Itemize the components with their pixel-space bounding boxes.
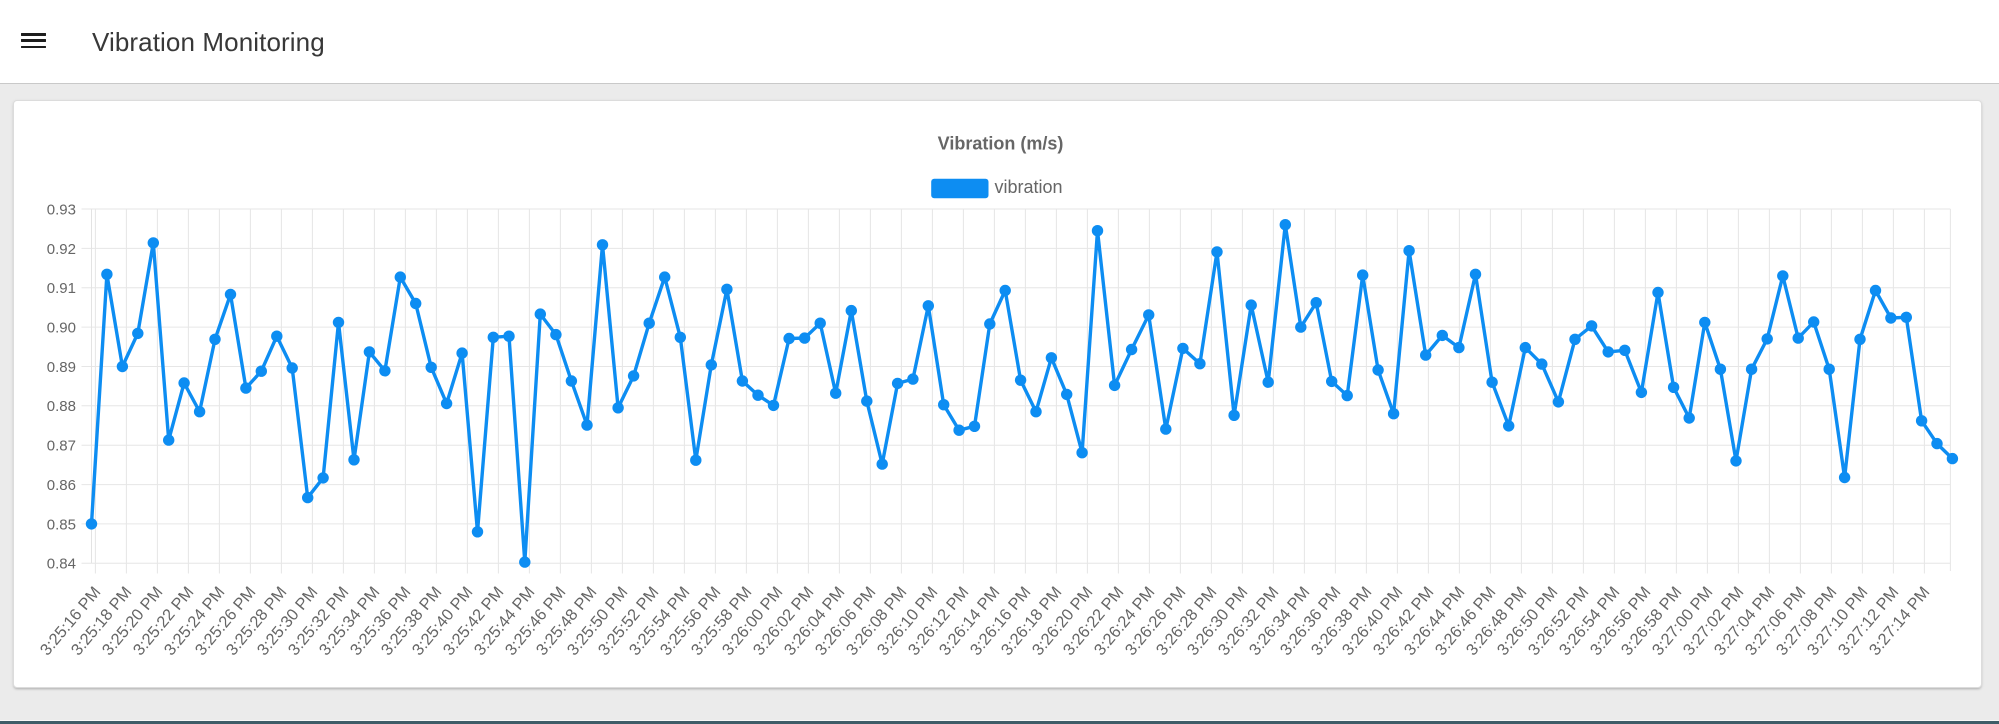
svg-text:0.89: 0.89 bbox=[47, 359, 76, 376]
svg-text:0.90: 0.90 bbox=[47, 320, 76, 337]
svg-text:vibration: vibration bbox=[995, 177, 1063, 197]
svg-text:0.93: 0.93 bbox=[47, 201, 76, 218]
svg-text:0.88: 0.88 bbox=[47, 398, 76, 415]
svg-text:Vibration (m/s): Vibration (m/s) bbox=[938, 134, 1064, 154]
svg-text:0.84: 0.84 bbox=[47, 556, 76, 573]
svg-text:0.92: 0.92 bbox=[47, 241, 76, 258]
svg-text:0.86: 0.86 bbox=[47, 477, 76, 494]
svg-text:0.87: 0.87 bbox=[47, 438, 76, 455]
svg-text:0.85: 0.85 bbox=[47, 516, 76, 533]
svg-text:0.91: 0.91 bbox=[47, 280, 76, 297]
